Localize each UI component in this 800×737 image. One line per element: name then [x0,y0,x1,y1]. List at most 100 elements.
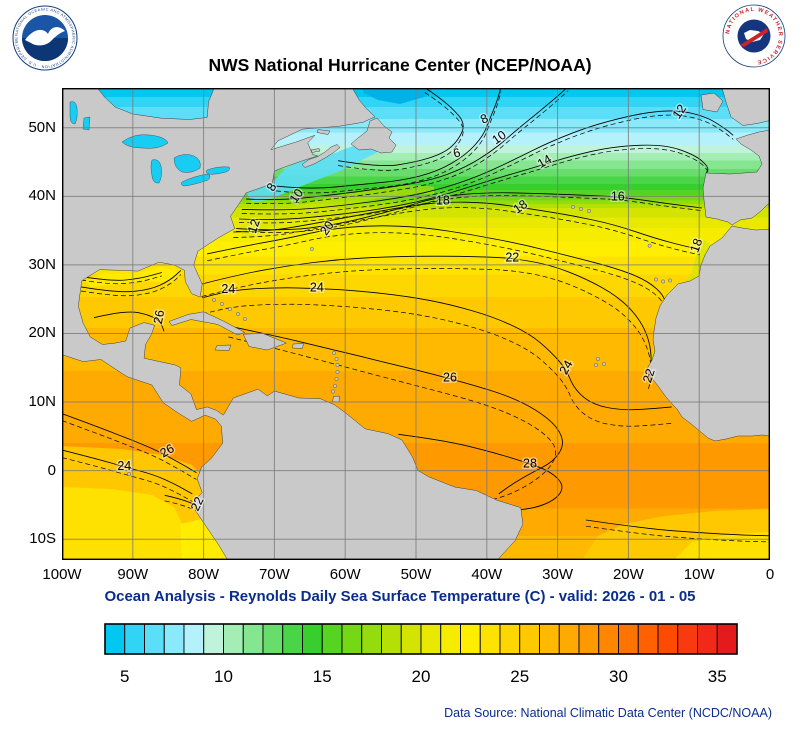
contour-label-16: 16 [611,189,625,203]
small-island [236,312,240,316]
contour-14 [238,144,709,220]
contour-25-dashed [62,457,193,502]
contour-27 [228,336,556,502]
colorbar-cell [341,623,363,655]
lat-label-0: 0 [47,461,56,479]
contour-label-22: 22 [640,367,658,385]
small-island [243,317,247,321]
map-caption: Ocean Analysis - Reynolds Daily Sea Surf… [104,588,696,605]
colorbar-cell [539,623,560,655]
small-island [647,243,652,248]
colorbar-cell [440,623,461,655]
colorbar-cell [302,623,323,655]
lon-label-100W: 100W [42,566,82,583]
nws-logo: NATIONAL WEATHER SERVICE [722,4,786,68]
lake-erie [181,173,211,187]
lon-label-60W: 60W [329,566,361,583]
small-island [334,377,339,381]
contour-7-dashed [338,91,464,171]
colorbar-cell [104,623,126,655]
colorbar-cell [400,623,422,655]
contour-24 [81,270,182,293]
small-island [571,205,575,209]
contour-26 [585,519,770,537]
colorbar-cell [163,623,185,655]
page-title: NWS National Hurricane Center (NCEP/NOAA… [208,55,592,75]
colorbar-cell [223,623,244,655]
contour-23-dashed [81,275,162,285]
land-iberia-france [702,129,770,226]
contour-20 [207,225,666,326]
land-ireland [700,92,724,113]
isotherm-contours [62,88,770,543]
contour-24 [202,287,672,411]
lon-label-90W: 90W [117,566,149,583]
small-islands [127,205,672,476]
small-island [334,357,339,361]
contour-26 [62,413,197,474]
colorbar-cell [124,623,145,655]
shelf-cold-patch [246,134,394,202]
lakes [69,101,230,187]
colorbar-cell [282,623,303,655]
island-nova-scotia [301,144,341,168]
map-grid [62,88,770,560]
small-island [654,277,658,282]
lake-superior [121,134,169,149]
small-island [335,363,340,367]
contour-label-22: 22 [505,250,519,264]
lon-label-20W: 20W [612,566,644,583]
noaa-logo: NATIONAL OCEANIC AND ATMOSPHERIC ADMINIS… [12,5,78,71]
lon-label-70W: 70W [258,566,290,583]
colorbar-cell [242,623,264,655]
colorbar-cell [460,623,481,655]
colorbar-cell [183,623,205,655]
island-trinidad [332,395,340,403]
nws-emblem-stripe-icon [740,28,768,47]
lake-manitoba [82,116,91,131]
contour-27-dashed [62,420,197,480]
colorbar-cell [657,623,679,655]
colorbar-cell [578,623,600,655]
island-jamaica [214,344,232,351]
island-puerto-rico [292,343,304,349]
colorbar-cell [637,623,659,655]
colorbar-cell [558,623,580,655]
colorbar-border [104,623,738,655]
contour-label-18: 18 [687,236,705,254]
small-island [332,351,336,355]
lon-label-0: 0 [765,566,775,583]
island-anticosti [316,129,331,135]
lat-label-40N: 40N [28,187,56,205]
colorbar-cell [420,623,442,655]
contour-label-24: 24 [117,459,131,473]
contour-11-dashed [246,90,569,205]
island-newfoundland [350,117,397,154]
small-island [596,357,600,361]
lat-label-20N: 20N [28,324,56,342]
colorbar-cell [697,623,718,655]
lon-label-50W: 50W [400,566,432,583]
colorbar-tick-30: 30 [609,667,628,686]
colorbar-cell [677,623,698,655]
colorbar-cell [618,623,639,655]
contour-label-24: 24 [310,281,324,295]
colorbar-tick-20: 20 [412,667,431,686]
lat-label-10N: 10N [28,393,56,411]
contour-25-dashed [81,274,182,297]
contour-label-24: 24 [221,282,235,296]
contour-label-26: 26 [151,309,167,325]
small-island [668,278,672,283]
data-source-note: Data Source: National Climatic Data Cent… [444,706,772,720]
small-island [602,362,606,366]
colorbar-cell [203,623,224,655]
colorbar-tick-25: 25 [510,667,529,686]
colorbar-cell [381,623,402,655]
colorbar-tick-5: 5 [120,667,129,686]
land-americas [62,88,524,560]
noaa-seagull-icon [25,27,65,46]
contour-10 [246,88,568,200]
small-island [587,209,591,213]
small-island [333,384,337,388]
